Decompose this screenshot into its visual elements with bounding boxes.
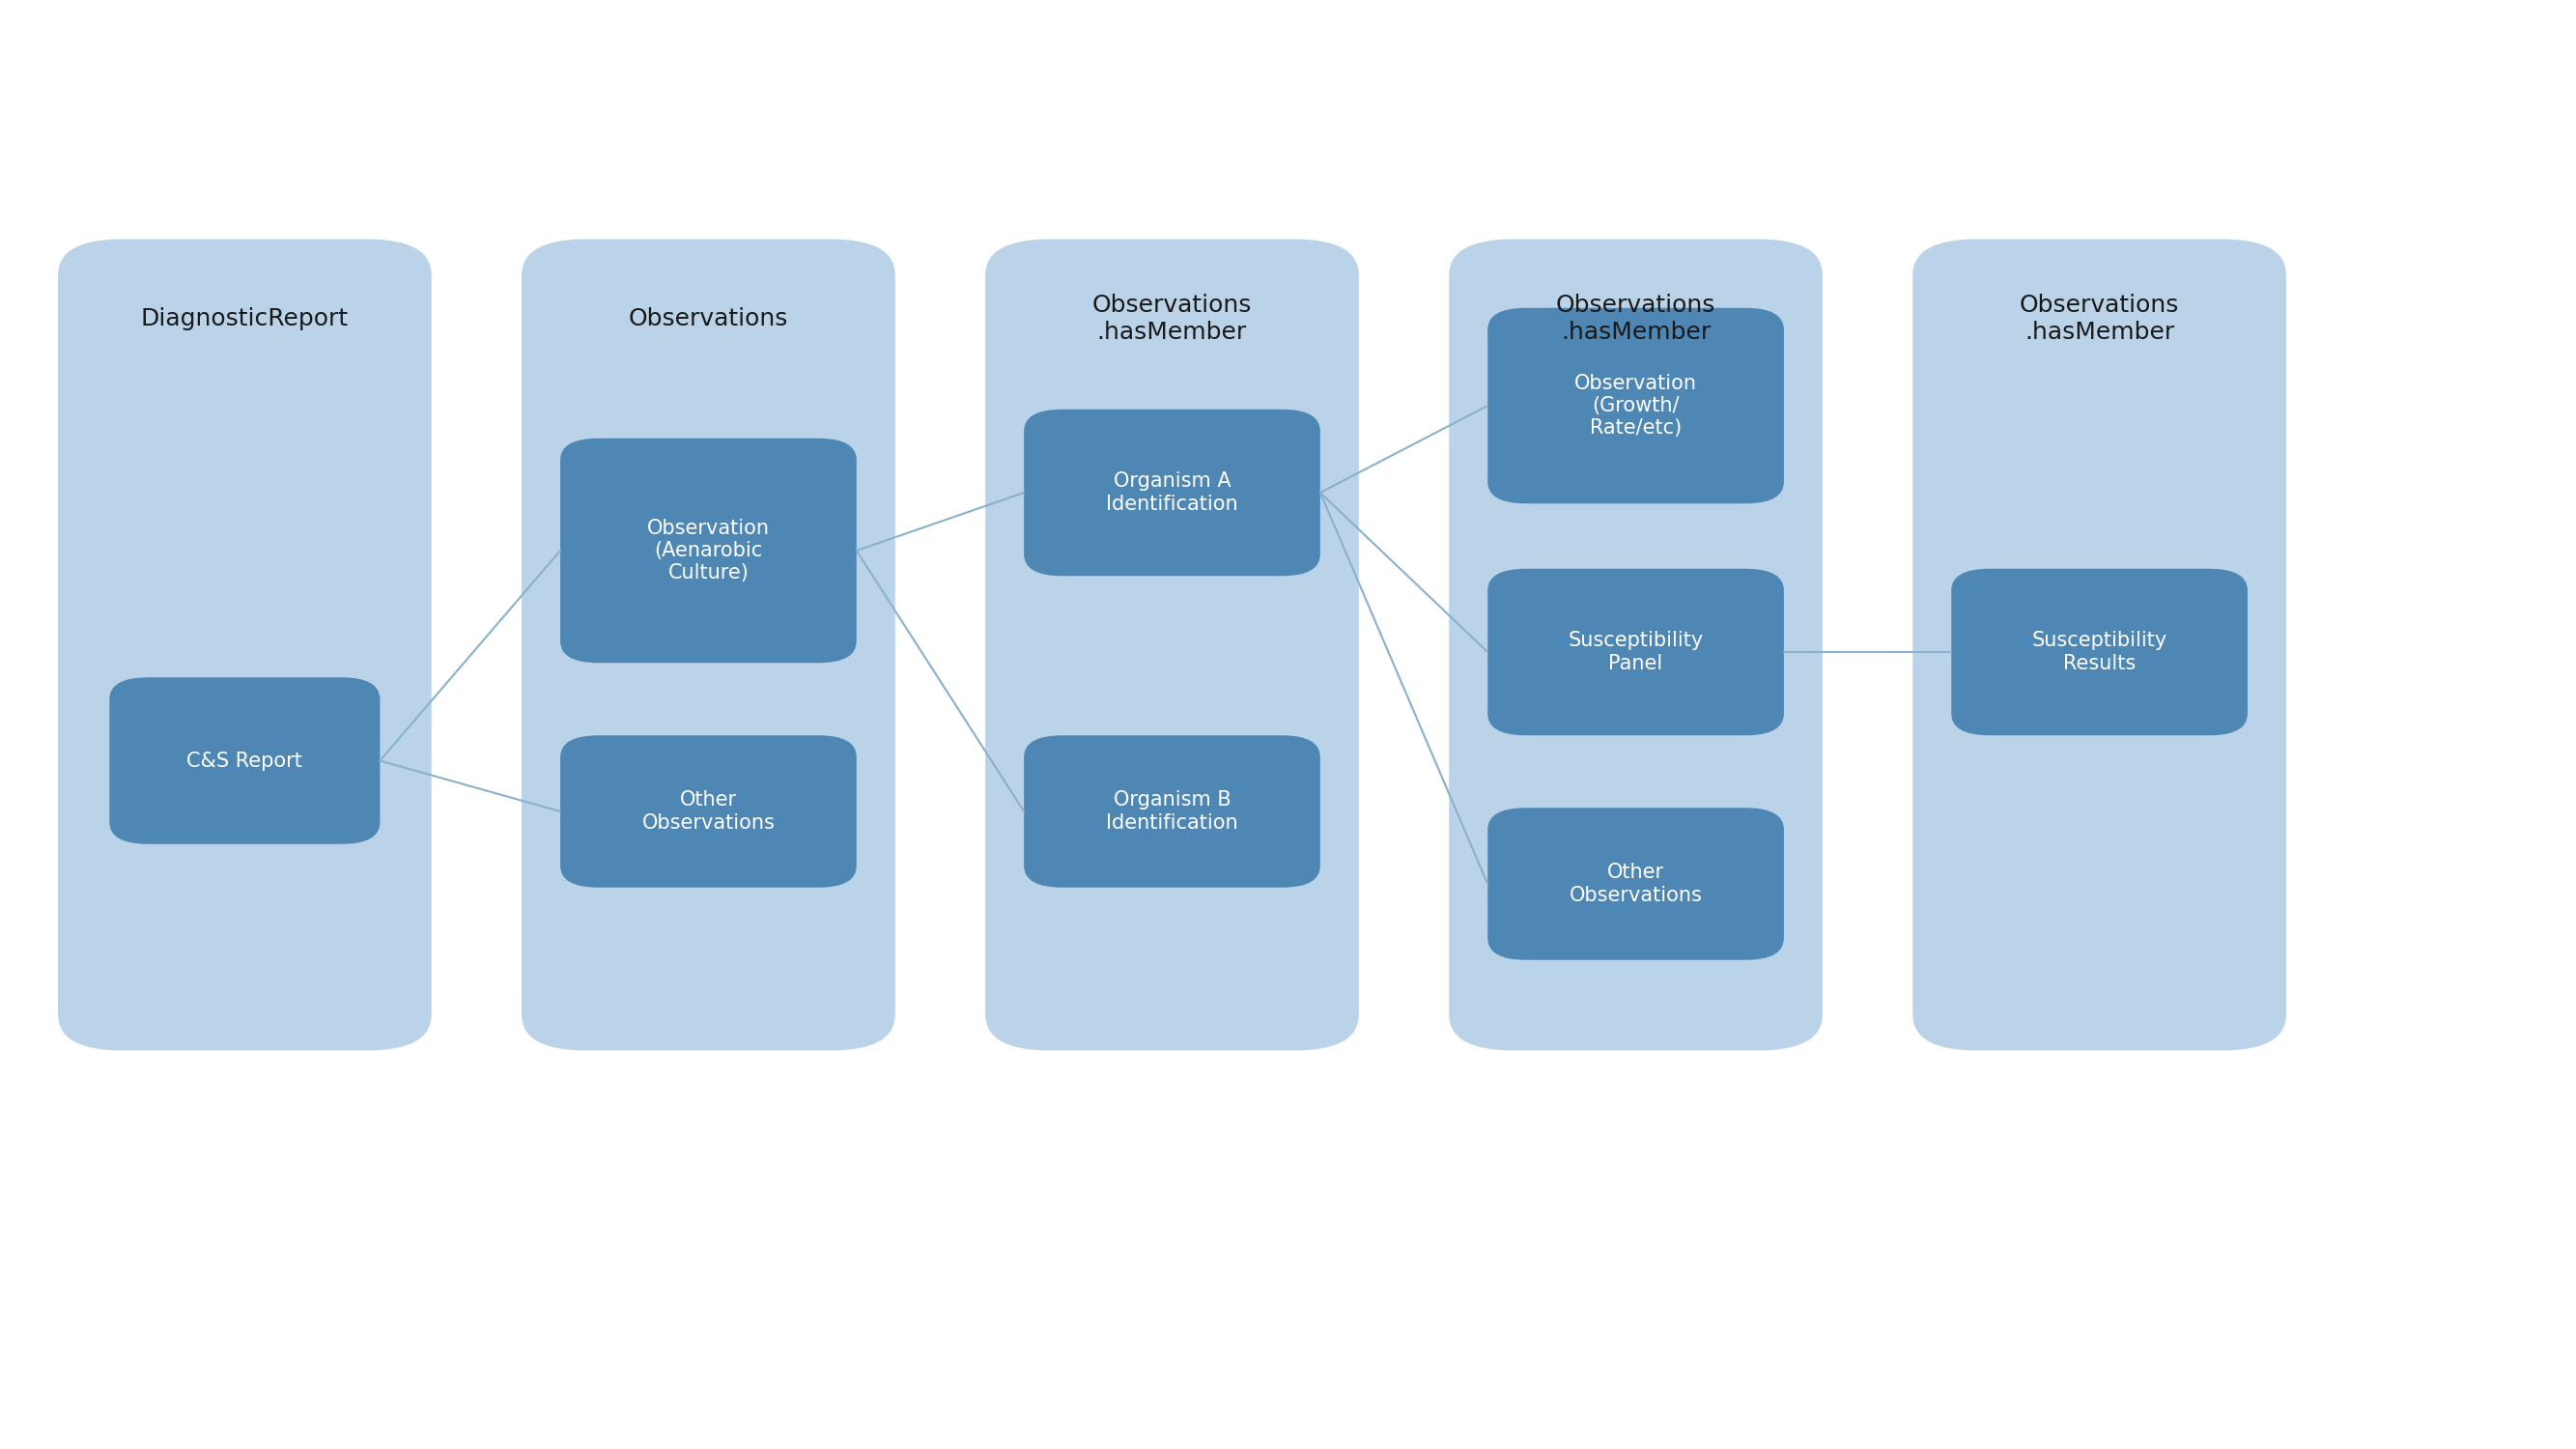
Text: Observations
.hasMember: Observations .hasMember xyxy=(2020,294,2179,343)
Text: Observations: Observations xyxy=(629,307,788,330)
FancyBboxPatch shape xyxy=(562,735,855,887)
FancyBboxPatch shape xyxy=(520,239,896,1051)
Text: Observations
.hasMember: Observations .hasMember xyxy=(1092,294,1252,343)
Text: Organism A
Identification: Organism A Identification xyxy=(1105,472,1239,513)
Text: Other
Observations: Other Observations xyxy=(641,791,775,832)
FancyBboxPatch shape xyxy=(1489,307,1783,503)
Text: Observation
(Growth/
Rate/etc): Observation (Growth/ Rate/etc) xyxy=(1574,374,1698,438)
FancyBboxPatch shape xyxy=(59,239,430,1051)
FancyBboxPatch shape xyxy=(1489,809,1783,959)
FancyBboxPatch shape xyxy=(1489,568,1783,735)
FancyBboxPatch shape xyxy=(984,239,1360,1051)
Text: Observations
.hasMember: Observations .hasMember xyxy=(1556,294,1716,343)
Text: Other
Observations: Other Observations xyxy=(1569,864,1703,904)
FancyBboxPatch shape xyxy=(108,677,381,843)
Text: Susceptibility
Results: Susceptibility Results xyxy=(2032,632,2166,672)
Text: C&S Report: C&S Report xyxy=(188,751,301,771)
Text: Organism B
Identification: Organism B Identification xyxy=(1105,791,1239,832)
Text: DiagnosticReport: DiagnosticReport xyxy=(142,307,348,330)
FancyBboxPatch shape xyxy=(1025,409,1319,577)
Text: Observation
(Aenarobic
Culture): Observation (Aenarobic Culture) xyxy=(647,519,770,582)
FancyBboxPatch shape xyxy=(1911,239,2287,1051)
FancyBboxPatch shape xyxy=(562,438,855,662)
FancyBboxPatch shape xyxy=(1950,568,2246,735)
FancyBboxPatch shape xyxy=(1448,239,1821,1051)
FancyBboxPatch shape xyxy=(1025,735,1319,887)
Text: Susceptibility
Panel: Susceptibility Panel xyxy=(1569,632,1703,672)
